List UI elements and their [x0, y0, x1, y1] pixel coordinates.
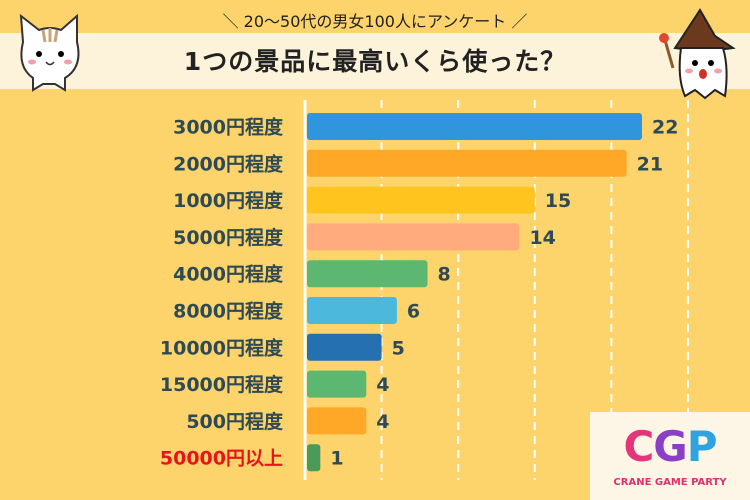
survey-subtitle: ＼ 20〜50代の男女100人にアンケート ／: [222, 12, 528, 31]
bar: [307, 444, 321, 472]
value-label: 15: [545, 190, 571, 212]
value-label: 1: [330, 448, 343, 470]
value-label: 6: [407, 301, 420, 323]
category-label: 50000円以上: [160, 448, 283, 470]
page-title: 1つの景品に最高いくら使った？: [183, 47, 567, 76]
value-label: 21: [637, 153, 663, 175]
value-label: 8: [438, 264, 451, 286]
category-label: 5000円程度: [173, 226, 284, 249]
bar: [307, 260, 428, 288]
value-label: 4: [376, 411, 389, 433]
bar: [307, 333, 382, 361]
category-label: 15000円程度: [160, 373, 284, 396]
bar: [307, 113, 642, 140]
logo-mark: CGP: [623, 422, 717, 471]
logo-text: CRANE GAME PARTY: [613, 477, 727, 488]
value-label: 22: [652, 117, 678, 139]
cgp-logo: CGP CRANE GAME PARTY: [590, 412, 750, 500]
category-label: 8000円程度: [173, 300, 284, 323]
category-label: 10000円程度: [160, 336, 284, 359]
category-label: 1000円程度: [173, 189, 284, 212]
category-label: 4000円程度: [173, 263, 284, 286]
category-label: 500円程度: [186, 410, 284, 433]
category-label: 3000円程度: [173, 116, 284, 139]
cat-mascot-icon: [19, 13, 80, 92]
bar: [307, 186, 535, 214]
bar: [307, 297, 397, 324]
value-label: 4: [376, 374, 389, 396]
bar: [307, 407, 367, 435]
bar: [307, 149, 627, 177]
bar: [307, 223, 520, 251]
bar: [307, 370, 367, 398]
value-label: 5: [392, 337, 405, 359]
title-banner: [0, 33, 750, 89]
value-label: 14: [529, 227, 555, 249]
ghost-witch-mascot-icon: [659, 8, 736, 100]
category-label: 2000円程度: [173, 152, 284, 175]
